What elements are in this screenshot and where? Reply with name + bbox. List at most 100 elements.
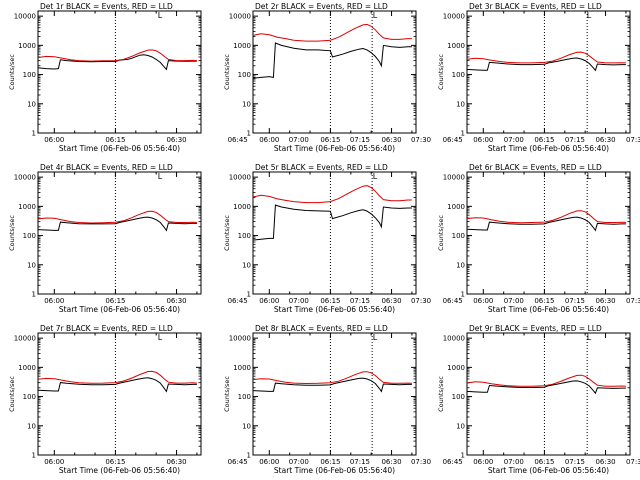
x-tick-label: 06:00 [473, 136, 493, 144]
x-axis-label: Start Time (06-Feb-06 05:56:40) [488, 466, 609, 475]
x-tick-label: 06:15 [534, 458, 554, 466]
x-tick-label: 07:00 [504, 458, 524, 466]
plot-title: Det 8r BLACK = Events, RED = LLD [255, 324, 388, 333]
plot-frame [466, 10, 631, 134]
x-tick-label: 07:00 [289, 136, 309, 144]
x-tick-label: 06:15 [105, 458, 125, 466]
y-tick-label: 10000 [229, 174, 251, 182]
x-tick-label: 06:00 [259, 136, 279, 144]
lld-series-line [252, 23, 412, 42]
x-axis-label: Start Time (06-Feb-06 05:56:40) [274, 466, 395, 475]
y-tick-label: 1000 [447, 203, 465, 211]
y-tick-label: 100 [238, 232, 251, 240]
x-tick-label: 06:30 [166, 458, 186, 466]
y-tick-label: 1000 [233, 42, 251, 50]
x-axis-label: Start Time (06-Feb-06 05:56:40) [488, 144, 609, 153]
plot-frame [37, 332, 202, 456]
events-series-line [252, 204, 412, 241]
y-tick-label: 100 [23, 71, 36, 79]
y-axis-label: Counts/sec [8, 54, 16, 90]
y-axis-label: Counts/sec [223, 54, 231, 90]
x-tick-label: 07:15 [350, 297, 370, 305]
x-tick-label: 06:15 [105, 297, 125, 305]
x-tick-label: 07:30 [626, 136, 640, 144]
detector-plot-8: Det 8r BLACK = Events, RED = LLDL1101001… [223, 324, 640, 475]
plot-title: Det 2r BLACK = Events, RED = LLD [255, 2, 388, 11]
lld-series-line [37, 210, 197, 224]
x-tick-label: 06:30 [595, 297, 615, 305]
y-axis-label: Counts/sec [437, 376, 445, 412]
events-series-line [252, 377, 412, 393]
detector-plot-2: Det 2r BLACK = Events, RED = LLDL1101001… [223, 2, 640, 153]
x-axis-label: Start Time (06-Feb-06 05:56:40) [488, 305, 609, 314]
y-tick-label: 100 [452, 232, 465, 240]
x-tick-label: 07:30 [411, 458, 431, 466]
x-tick-label: 06:00 [259, 458, 279, 466]
plot-frame [252, 171, 417, 295]
x-tick-label: 06:45 [228, 458, 248, 466]
y-tick-label: 10 [456, 261, 465, 269]
y-tick-label: 10000 [14, 174, 36, 182]
plot-frame [37, 10, 202, 134]
x-tick-label: 07:00 [504, 136, 524, 144]
y-tick-label: 1 [461, 452, 465, 460]
y-tick-label: 10000 [14, 335, 36, 343]
x-tick-label: 06:45 [443, 458, 463, 466]
x-tick-label: 06:45 [443, 136, 463, 144]
x-tick-label: 06:30 [595, 458, 615, 466]
y-tick-label: 10 [27, 422, 36, 430]
y-axis-label: Counts/sec [8, 215, 16, 251]
x-tick-label: 07:30 [626, 458, 640, 466]
top-marker: L [587, 333, 592, 342]
x-tick-label: 06:45 [443, 297, 463, 305]
y-tick-label: 1000 [447, 42, 465, 50]
y-tick-label: 10 [456, 422, 465, 430]
y-tick-label: 1 [247, 452, 251, 460]
y-tick-label: 1000 [233, 203, 251, 211]
plot-frame [466, 171, 631, 295]
y-tick-label: 1 [32, 130, 36, 138]
y-tick-label: 10000 [443, 174, 465, 182]
x-axis-label: Start Time (06-Feb-06 05:56:40) [59, 466, 180, 475]
detector-plot-7: Det 7r BLACK = Events, RED = LLDL1101001… [8, 324, 431, 475]
x-tick-label: 07:15 [350, 458, 370, 466]
x-tick-label: 06:15 [534, 136, 554, 144]
y-axis-label: Counts/sec [223, 376, 231, 412]
y-tick-label: 1 [461, 130, 465, 138]
x-axis-label: Start Time (06-Feb-06 05:56:40) [59, 144, 180, 153]
plot-title: Det 5r BLACK = Events, RED = LLD [255, 163, 388, 172]
events-series-line [466, 57, 626, 72]
top-marker: L [158, 333, 163, 342]
y-tick-label: 1 [32, 291, 36, 299]
events-series-line [252, 42, 412, 79]
detector-plot-4: Det 4r BLACK = Events, RED = LLDL1101001… [8, 163, 431, 314]
lld-series-line [466, 374, 626, 387]
events-series-line [37, 377, 197, 393]
plot-title: Det 4r BLACK = Events, RED = LLD [40, 163, 173, 172]
plot-title: Det 6r BLACK = Events, RED = LLD [469, 163, 602, 172]
y-tick-label: 10 [27, 100, 36, 108]
lld-series-line [252, 371, 412, 385]
x-tick-label: 07:15 [565, 297, 585, 305]
x-tick-label: 06:15 [320, 297, 340, 305]
y-tick-label: 10000 [229, 13, 251, 21]
plot-title: Det 9r BLACK = Events, RED = LLD [469, 324, 602, 333]
x-tick-label: 06:00 [44, 136, 64, 144]
lld-series-line [466, 210, 626, 224]
plot-title: Det 7r BLACK = Events, RED = LLD [40, 324, 173, 333]
y-tick-label: 10000 [443, 13, 465, 21]
x-tick-label: 06:30 [381, 458, 401, 466]
y-tick-label: 100 [238, 71, 251, 79]
x-tick-label: 06:00 [473, 458, 493, 466]
plot-frame [252, 10, 417, 134]
top-marker: L [373, 333, 378, 342]
plot-title: Det 3r BLACK = Events, RED = LLD [469, 2, 602, 11]
y-tick-label: 100 [23, 393, 36, 401]
detector-plot-1: Det 1r BLACK = Events, RED = LLDL1101001… [8, 2, 431, 153]
plot-title: Det 1r BLACK = Events, RED = LLD [40, 2, 173, 11]
top-marker: L [373, 172, 378, 181]
x-tick-label: 07:30 [411, 136, 431, 144]
